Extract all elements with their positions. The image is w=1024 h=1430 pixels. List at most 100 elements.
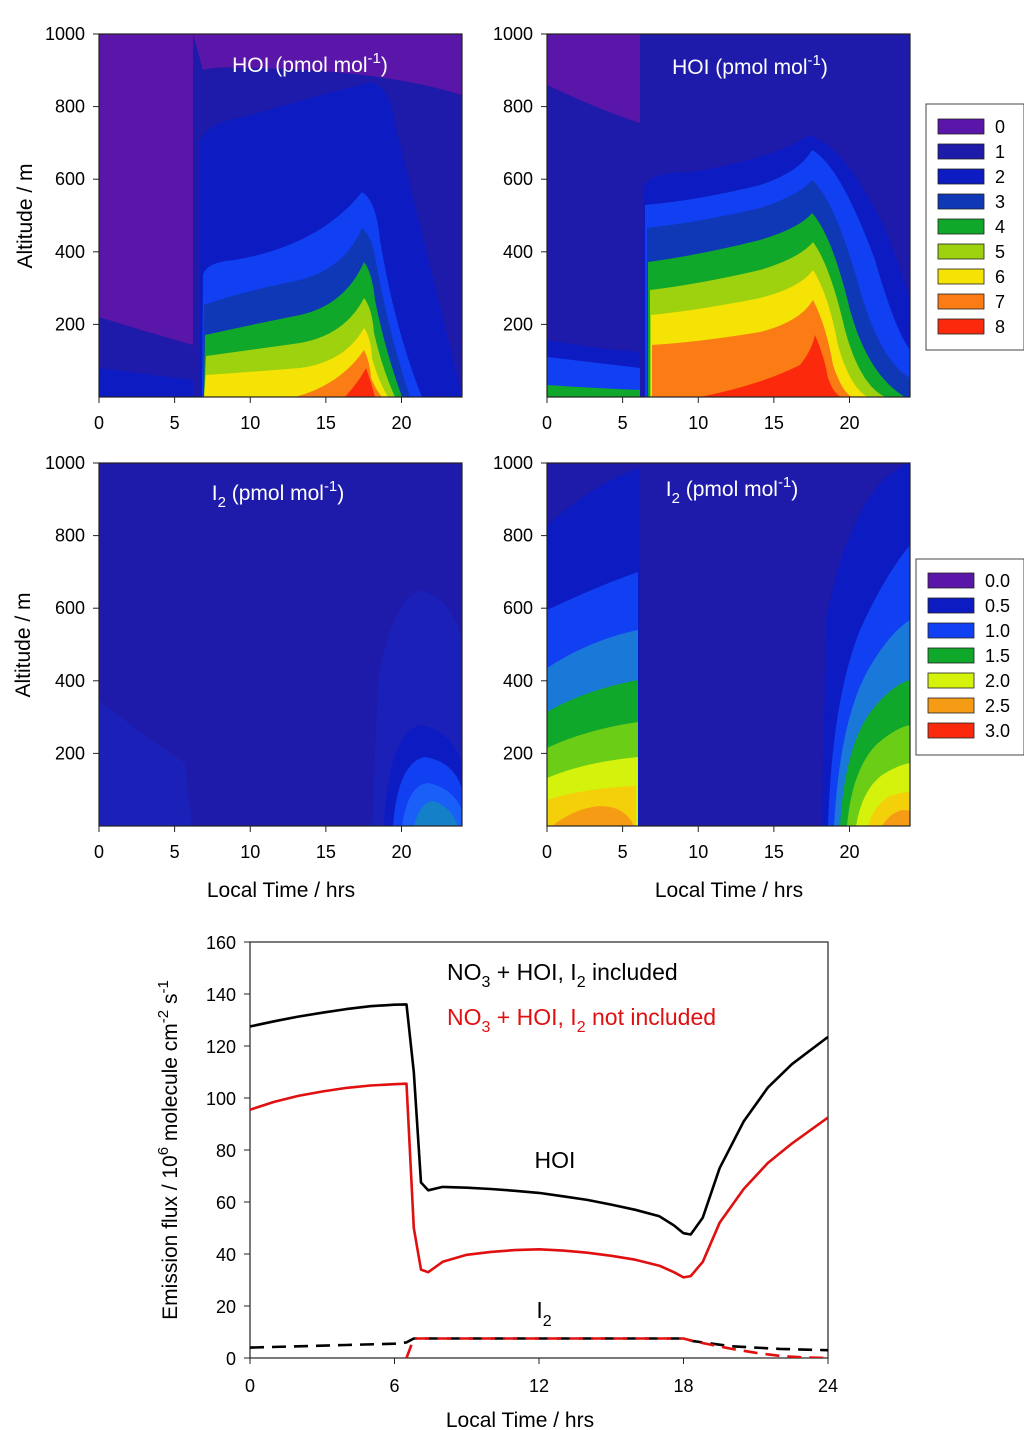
series-line-4 [405,1337,828,1358]
legend-label: 7 [995,292,1005,312]
i2-left-contours [99,463,462,826]
panel-title: I2 (pmol mol-1) [666,474,799,507]
x-tick-label: 20 [391,413,411,433]
panel-title: HOI (pmol mol-1) [672,52,828,79]
x-tick-label: 6 [389,1376,399,1396]
x-tick-label: 24 [818,1376,838,1396]
y-tick-label: 0 [226,1349,236,1369]
legend-swatch [937,243,985,260]
x-tick-label: 10 [240,842,260,862]
legend-label: 8 [995,317,1005,337]
x-tick-label: 15 [316,842,336,862]
x-tick-label: 0 [542,413,552,433]
y-tick-label: 800 [503,526,533,546]
y-tick-label: 200 [503,314,533,334]
plot-frame [98,33,463,398]
contour-level-8 [700,335,842,397]
plot-frame [546,462,911,827]
y-tick-label: 200 [55,743,85,763]
hoi-panel-left: HOI (pmol mol-1) 0 5 10 15 20 200 400 600 800 10… [14,24,463,433]
x-tick-label: 12 [529,1376,549,1396]
legend-swatch [937,293,985,310]
legend-label: 1 [995,142,1005,162]
legend-swatch [937,168,985,185]
y-axis-ticks: 200 400 600 800 1000 [493,453,547,763]
x-tick-label: 0 [94,413,104,433]
y-tick-label: 600 [503,169,533,189]
legend-label: 3 [995,192,1005,212]
y-tick-label: 400 [503,242,533,262]
y-axis-ticks: 0 20 40 60 80 100 120 140 160 [206,933,250,1369]
y-tick-label: 800 [503,97,533,117]
contour-level-8 [345,368,375,397]
y-tick-label: 800 [55,97,85,117]
legend-entry-not-included: NO3 + HOI, I2 not included [447,1004,716,1036]
x-axis-ticks: 0 5 10 15 20 [94,826,412,862]
y-tick-label: 1000 [45,24,85,44]
emission-flux-chart: 0 6 12 18 24 0 20 40 60 80 100 120 140 160 Local Tim… [155,933,838,1430]
x-tick-label: 15 [764,413,784,433]
y-tick-label: 1000 [45,453,85,473]
y-tick-label: 140 [206,985,236,1005]
y-axis-ticks: 200 400 600 800 1000 [45,24,99,334]
x-axis-label: Local Time / hrs [207,879,355,902]
hoi-right-contours [547,34,910,397]
plot-frame [546,33,911,398]
x-tick-label: 0 [542,842,552,862]
x-axis-ticks: 0 5 10 15 20 [542,826,860,862]
series-line-3 [250,1337,828,1352]
legend-swatch [927,672,975,689]
legend-label: 0 [995,117,1005,137]
legend-label: 2.0 [985,671,1010,691]
y-tick-label: 80 [216,1141,236,1161]
contour-level-0 [193,34,462,95]
legend-label: 0.0 [985,571,1010,591]
legend-swatch [937,118,985,135]
legend-entries: 0 1 2 3 4 5 6 7 8 [937,117,1005,337]
x-tick-label: 20 [839,842,859,862]
x-tick-label: 0 [245,1376,255,1396]
contour-level-2 [99,368,193,397]
legend-swatch [927,597,975,614]
x-axis-ticks: 0 5 10 15 20 [542,397,860,433]
annotation-i2: I2 [536,1297,551,1330]
contour-level-4.5 [552,806,634,826]
legend-entry-included: NO3 + HOI, I2 included [447,959,678,991]
contour-level-0 [547,34,640,123]
legend-label: 2 [995,167,1005,187]
panel-title: HOI (pmol mol-1) [232,50,388,77]
y-tick-label: 200 [503,743,533,763]
x-tick-label: 10 [688,413,708,433]
y-tick-label: 600 [503,598,533,618]
legend-swatch [937,143,985,160]
legend-i2: 0.0 0.5 1.0 1.5 2.0 2.5 3.0 [915,558,1024,756]
y-axis-label: Altitude / m [12,592,35,697]
legend-label: 1.5 [985,646,1010,666]
y-tick-label: 40 [216,1245,236,1265]
contour-level-0.5 [99,700,192,826]
y-tick-label: 1000 [493,24,533,44]
legend-label: 3.0 [985,721,1010,741]
plot-frame [98,462,463,827]
y-tick-label: 800 [55,526,85,546]
y-tick-label: 120 [206,1037,236,1057]
y-tick-label: 400 [503,671,533,691]
x-tick-label: 5 [618,842,628,862]
y-axis-label: Emission flux / 106 molecule cm-2 s-1 [155,980,182,1320]
i2-panel-left: I2 (pmol mol-1) 0 5 10 15 20 200 400 600 800 100… [12,453,463,902]
x-tick-label: 20 [391,842,411,862]
legend-swatch [937,193,985,210]
legend-swatch [937,268,985,285]
legend-swatch [937,218,985,235]
x-tick-label: 10 [688,842,708,862]
annotation-hoi: HOI [535,1147,576,1173]
x-tick-label: 5 [170,842,180,862]
x-tick-label: 15 [764,842,784,862]
legend-label: 2.5 [985,696,1010,716]
y-axis-ticks: 200 400 600 800 1000 [493,24,547,334]
series-lines [250,1003,828,1358]
hoi-left-contours [99,34,462,397]
hoi-panel-right: HOI (pmol mol-1) 0 5 10 15 20 200 400 600 800 10… [493,24,911,433]
x-axis-ticks: 0 6 12 18 24 [245,1358,838,1396]
